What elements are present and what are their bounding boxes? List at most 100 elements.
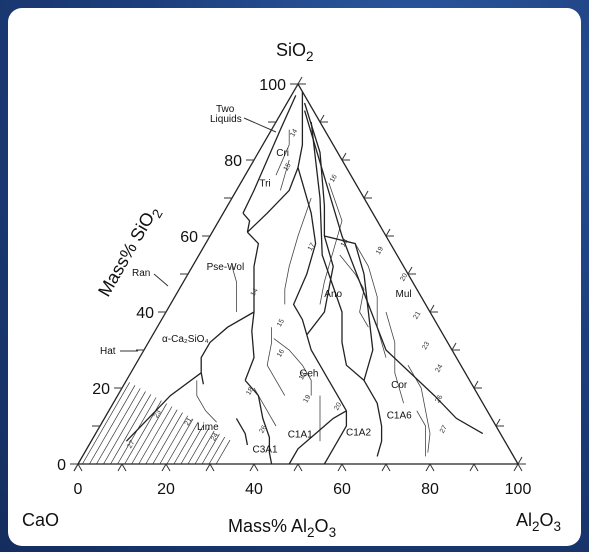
isotherm-line — [339, 254, 369, 328]
phase-label-cor: Cor — [391, 380, 408, 391]
phase-label-mul: Mul — [396, 289, 412, 300]
hatch-line — [180, 424, 204, 465]
right-tick — [319, 114, 325, 123]
hatch-line — [131, 403, 167, 465]
phase-boundary — [200, 311, 255, 385]
left-tick — [161, 311, 167, 320]
isotherm-label: 18 — [340, 238, 350, 248]
phase-boundaries — [125, 91, 484, 465]
phase-label-geh: Geh — [300, 369, 319, 380]
bottom-tick — [429, 463, 435, 472]
diagram-panel: SiO2 CaO Al2O3 Mass% SiO2 Mass% Al2O3 0 20 40 60… — [8, 8, 581, 546]
left-tick — [95, 425, 101, 434]
bottom-tick-label: 100 — [505, 481, 532, 498]
hatch-line — [194, 430, 215, 465]
bottom-tick — [293, 463, 299, 472]
isotherm-label: 20 — [333, 401, 343, 411]
bottom-tick — [513, 463, 519, 472]
phase-boundary — [235, 418, 249, 446]
bottom-tick — [381, 463, 387, 472]
bottom-tick-label: 80 — [421, 481, 439, 498]
isotherm-label: 14 — [250, 287, 260, 297]
callout-ran: Ran — [132, 268, 150, 279]
isotherm-line — [319, 182, 343, 305]
isotherm-label: 16 — [276, 348, 286, 358]
isotherm-label: 23 — [421, 341, 431, 351]
vertex-cao-label: CaO — [22, 510, 59, 530]
phase-label-cri: Cri — [276, 148, 289, 159]
isotherm-line — [266, 327, 286, 396]
phase-boundary — [306, 334, 347, 412]
bottom-tick — [337, 463, 343, 472]
isotherm-line — [416, 410, 426, 457]
bottom-tick-label: 0 — [74, 481, 83, 498]
hatch-line — [215, 439, 231, 465]
bottom-tick — [473, 463, 479, 472]
isotherm-line — [280, 159, 290, 191]
left-tick-label: 0 — [57, 457, 66, 474]
bottom-axis-title: Mass% Al2O3 — [228, 516, 336, 540]
right-tick — [429, 304, 435, 313]
hatch-line — [173, 421, 199, 465]
hatch-line — [159, 415, 189, 465]
phase-label-c1a2: C1A2 — [346, 428, 371, 439]
isotherm-label: 17 — [298, 371, 308, 381]
phase-label-c3a1: C3A1 — [252, 445, 277, 456]
right-tick — [517, 456, 523, 465]
left-tick — [73, 463, 79, 472]
isotherm-line — [231, 266, 237, 312]
phase-boundary — [306, 235, 334, 336]
bottom-tick — [385, 463, 391, 472]
bottom-tick-label: 60 — [333, 481, 351, 498]
phase-label-pse-wol: Pse-Wol — [207, 262, 245, 273]
isotherm-label: 26 — [434, 394, 444, 404]
hatch-line — [145, 409, 178, 465]
isotherm-label: 14 — [289, 128, 299, 138]
hatch-line — [187, 427, 210, 465]
vertex-sio2-label: SiO2 — [276, 40, 314, 64]
isotherm-line — [407, 364, 431, 453]
hatch-line — [103, 391, 146, 465]
left-tick-label: 20 — [92, 381, 110, 398]
phase-boundary — [244, 231, 260, 381]
isotherm-label: 24 — [210, 432, 220, 442]
isotherm-label: 15 — [276, 318, 286, 328]
bottom-tick — [425, 463, 431, 472]
right-tick — [451, 342, 457, 351]
callout-arrow — [243, 117, 277, 133]
isotherm-label: 21 — [184, 417, 194, 427]
isotherm-label: 17 — [307, 242, 317, 252]
left-tick — [183, 273, 189, 282]
callout-alpha-c2s: α-Ca₂SiO₄ — [162, 334, 209, 345]
left-tick-label: 40 — [136, 305, 154, 322]
right-tick — [473, 380, 479, 389]
bottom-tick — [469, 463, 475, 472]
right-tick — [297, 76, 303, 85]
callout-two-liquids: Two Liquids — [210, 104, 242, 125]
phase-boundary — [125, 372, 202, 442]
callout-arrow — [153, 273, 169, 287]
bottom-tick — [341, 463, 347, 472]
bottom-tick — [249, 463, 255, 472]
left-tick — [117, 387, 123, 396]
hatch-line — [89, 385, 136, 465]
isotherm-label: 16 — [329, 173, 339, 183]
hatch-line — [82, 382, 131, 465]
hatch-line — [166, 418, 194, 465]
hatch-line — [96, 388, 141, 465]
hatch-line — [208, 436, 226, 465]
hatch-line — [201, 433, 220, 465]
isotherm-label: 18 — [245, 386, 255, 396]
phase-boundary — [242, 95, 297, 214]
left-tick — [139, 349, 145, 358]
bottom-tick-label: 20 — [157, 481, 175, 498]
phase-boundary — [363, 380, 383, 457]
right-tick — [363, 190, 369, 199]
phase-boundary — [303, 110, 484, 435]
isotherm-line — [354, 243, 387, 358]
bottom-tick — [161, 463, 167, 472]
right-tick — [341, 152, 347, 161]
phase-boundary — [297, 91, 304, 168]
left-tick — [249, 159, 255, 168]
isotherm-label: 21 — [412, 310, 422, 320]
